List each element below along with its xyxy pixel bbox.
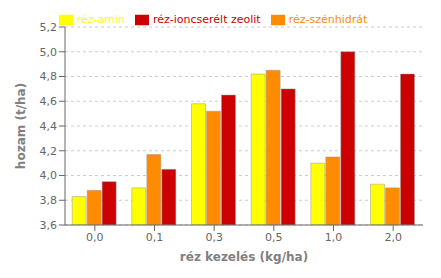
- svg-text:0,1: 0,1: [146, 231, 164, 244]
- svg-text:4,6: 4,6: [40, 95, 58, 108]
- svg-text:2,0: 2,0: [384, 231, 402, 244]
- svg-text:3,8: 3,8: [40, 194, 58, 207]
- svg-text:4,0: 4,0: [40, 169, 58, 182]
- svg-text:5,0: 5,0: [40, 46, 58, 59]
- svg-text:réz kezelés (kg/ha): réz kezelés (kg/ha): [180, 250, 308, 264]
- html-text:réz-amin: réz-amin: [76, 13, 125, 26]
- svg-text:0,5: 0,5: [265, 231, 283, 244]
- svg-text:4,2: 4,2: [40, 145, 58, 158]
- svg-text:4,4: 4,4: [40, 120, 58, 133]
- html-text:réz-szénhidrát: réz-szénhidrát: [288, 13, 368, 26]
- svg-text:4,8: 4,8: [40, 70, 58, 83]
- svg-text:1,0: 1,0: [325, 231, 343, 244]
- svg-text:0,3: 0,3: [205, 231, 223, 244]
- svg-text:5,2: 5,2: [40, 21, 58, 34]
- html-text:réz-ioncserélt zeolit: réz-ioncserélt zeolit: [153, 13, 261, 26]
- svg-text:hozam (t/ha): hozam (t/ha): [14, 83, 28, 169]
- svg-text:0,0: 0,0: [86, 231, 104, 244]
- svg-text:3,6: 3,6: [40, 219, 58, 232]
